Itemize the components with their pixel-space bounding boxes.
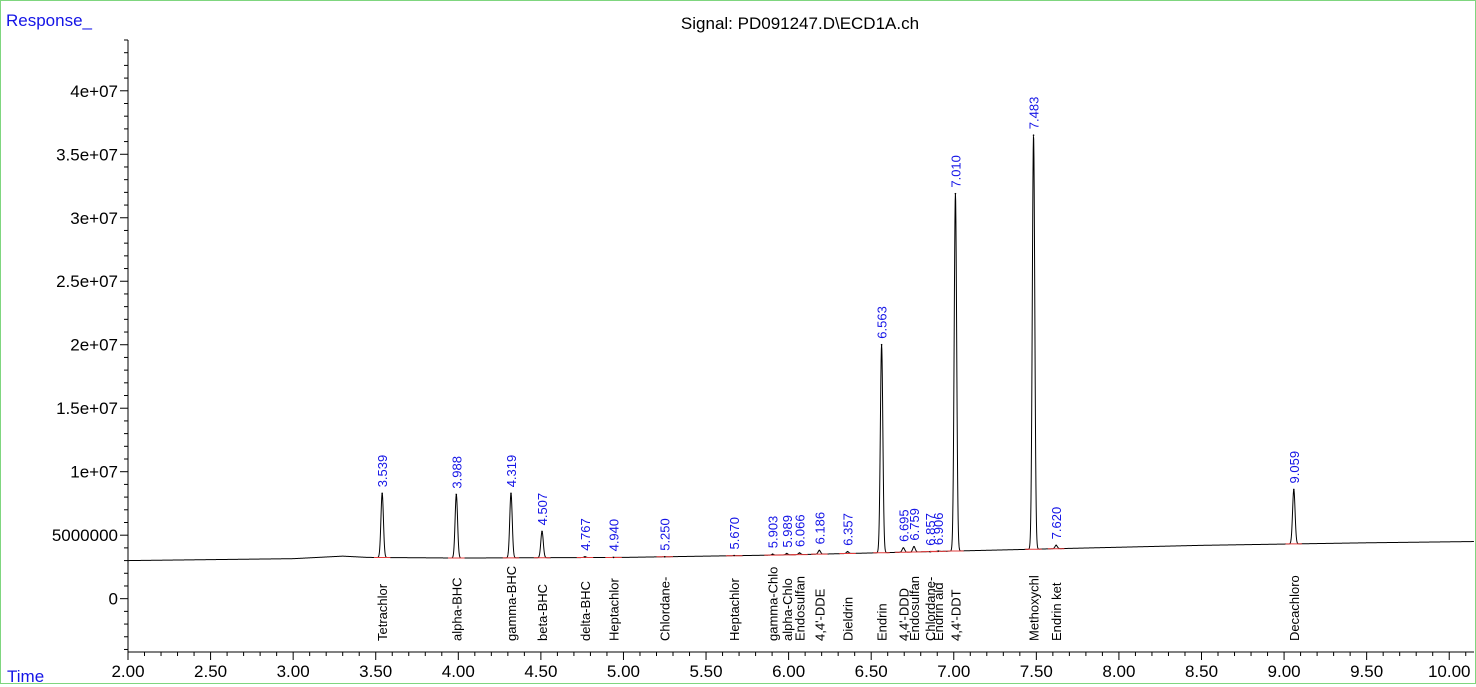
peak-rt-label: 6.759: [907, 508, 922, 541]
peak-apex: [1055, 544, 1057, 547]
peak-name-label: Decachloro: [1287, 575, 1302, 641]
x-tick-label: 9.00: [1268, 662, 1301, 681]
y-tick-label: 0: [109, 590, 118, 609]
trace-layer: [128, 134, 1474, 562]
peak-rt-label: 3.988: [449, 456, 464, 489]
peak-rt-label: 6.186: [812, 512, 827, 545]
peak-apex: [584, 555, 586, 558]
y-tick-label: 5000000: [52, 526, 118, 545]
y-tick-label: 4e+07: [70, 82, 118, 101]
peak-name-label: Endosulfan: [907, 576, 922, 641]
x-tick-label: 7.50: [1020, 662, 1053, 681]
peak-name-label: alpha-BHC: [449, 577, 464, 641]
x-tick-label: 5.00: [607, 662, 640, 681]
peak-apex: [510, 492, 512, 495]
peak-name-label: Endrin ald: [931, 582, 946, 641]
peak-name-label: alpha-Chlo: [780, 578, 795, 641]
peak-rt-label: 4.767: [578, 518, 593, 551]
peak-rt-label: 5.250: [658, 518, 673, 551]
peak-rt-label: 6.695: [896, 509, 911, 542]
y-tick-label: 2.5e+07: [56, 272, 118, 291]
peak-name-label: Tetrachlor: [375, 583, 390, 641]
labels-layer: 3.539 Tetrachlor 3.988 alpha-BHC 4.319 gamma-…: [375, 97, 1302, 641]
peak-name-label: Chlordane-: [923, 577, 938, 641]
peak-apex: [937, 550, 940, 552]
x-tick-label: 2.00: [111, 662, 144, 681]
peak-name-label: Endrin: [875, 603, 890, 641]
peak-rt-label: 3.539: [375, 455, 390, 488]
peak-name-label: gamma-Chlo: [766, 567, 781, 641]
peak-rt-label: 6.857: [923, 513, 938, 546]
peak-apex: [798, 552, 801, 554]
peak-apex: [954, 192, 957, 195]
peak-rt-label: 5.670: [727, 517, 742, 550]
peak-name-label: delta-BHC: [578, 581, 593, 641]
peak-rt-label: 6.563: [875, 306, 890, 339]
peak-name-label: Chlordane-: [658, 577, 673, 641]
peak-apex: [913, 545, 915, 548]
peak-apex: [902, 547, 905, 549]
peak-name-label: beta-BHC: [535, 584, 550, 641]
peak-name-label: 4,4'-DDD: [896, 588, 911, 641]
y-tick-label: 1e+07: [70, 463, 118, 482]
peak-apex: [818, 549, 821, 552]
peak-apex: [1293, 488, 1295, 491]
peak-apex: [381, 492, 383, 495]
x-tick-label: 7.00: [937, 662, 970, 681]
x-tick-label: 3.00: [277, 662, 310, 681]
peak-apex: [771, 553, 774, 556]
peak-apex: [880, 343, 883, 346]
peak-name-label: 4,4'-DDT: [948, 589, 963, 641]
peak-rt-label: 4.940: [607, 519, 622, 552]
x-tick-label: 5.50: [689, 662, 722, 681]
peak-apex: [663, 555, 666, 558]
y-tick-label: 2e+07: [70, 336, 118, 355]
peak-rt-label: 9.059: [1287, 451, 1302, 484]
x-tick-label: 4.50: [524, 662, 557, 681]
peak-name-label: 4,4'-DDE: [812, 588, 827, 641]
y-tick-label: 3.5e+07: [56, 145, 118, 164]
peak-name-label: gamma-BHC: [504, 566, 519, 641]
y-axis-label: Response_: [6, 11, 93, 30]
peak-apex: [785, 552, 788, 555]
signal-trace: [128, 136, 1474, 562]
peak-apex: [455, 493, 458, 496]
peak-name-label: Endosulfan: [793, 576, 808, 641]
peak-rt-label: 4.507: [535, 493, 550, 526]
peak-rt-label: 7.010: [948, 155, 963, 188]
x-tick-label: 2.50: [194, 662, 227, 681]
peak-name-label: Methoxychl: [1027, 575, 1042, 641]
peak-name-label: Heptachlor: [607, 577, 622, 641]
x-tick-label: 6.50: [855, 662, 888, 681]
chart-title: Signal: PD091247.D\ECD1A.ch: [680, 14, 920, 33]
peak-rt-label: 6.357: [841, 513, 856, 546]
x-tick-label: 9.50: [1350, 662, 1383, 681]
x-tick-label: 8.00: [1102, 662, 1135, 681]
peak-rt-label: 6.906: [931, 513, 946, 546]
peak-apex: [541, 530, 543, 533]
x-tick-label: 6.00: [772, 662, 805, 681]
x-tick-label: 4.00: [442, 662, 475, 681]
peak-rt-label: 5.903: [766, 516, 781, 549]
peak-apex: [1032, 134, 1035, 137]
peak-name-label: Dieldrin: [841, 597, 856, 641]
peak-rt-label: 6.066: [793, 514, 808, 547]
y-tick-label: 3e+07: [70, 209, 118, 228]
x-tick-label: 10.00: [1428, 662, 1471, 681]
peak-rt-label: 5.989: [780, 515, 795, 548]
x-tick-label: 8.50: [1185, 662, 1218, 681]
peak-rt-label: 7.620: [1049, 507, 1064, 540]
x-axis-label: Time: [7, 667, 45, 686]
peak-name-label: Endrin ket: [1049, 582, 1064, 641]
axes: 0 5000000 1e+07 1.5e+07 2e+07 2.5e+07 3e+07 3.5…: [52, 39, 1474, 681]
peak-apex: [733, 554, 735, 557]
peak-name-label: Heptachlor: [727, 577, 742, 641]
peak-rt-label: 7.483: [1027, 97, 1042, 130]
peak-apex: [612, 556, 615, 559]
y-tick-label: 1.5e+07: [56, 399, 118, 418]
peak-rt-label: 4.319: [504, 455, 519, 488]
peak-apex: [846, 550, 849, 553]
x-tick-label: 3.50: [359, 662, 392, 681]
